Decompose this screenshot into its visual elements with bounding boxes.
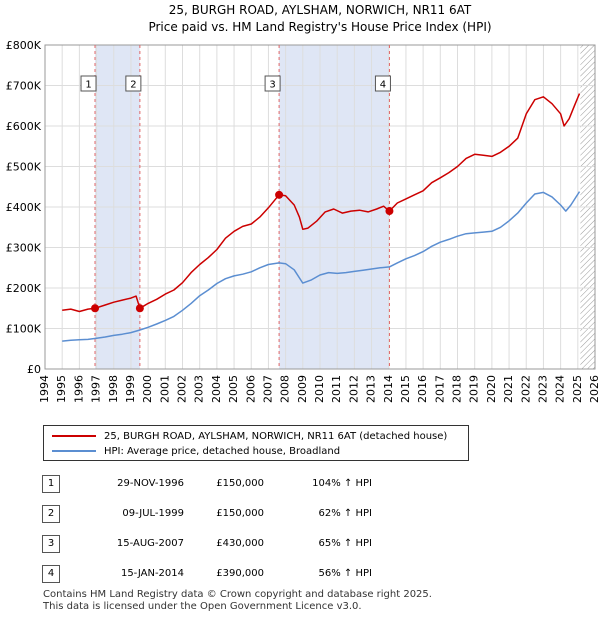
x-tick-label: 2019 <box>468 375 481 403</box>
sale-point <box>135 304 144 313</box>
sale-marker-label: 3 <box>269 80 275 91</box>
sale-hpi-change: 65% ↑ HPI <box>318 538 372 549</box>
chart-subtitle: Price paid vs. HM Land Registry's House … <box>148 20 491 34</box>
x-tick-label: 2018 <box>451 375 464 403</box>
sale-price: £150,000 <box>216 508 264 519</box>
x-tick-label: 2001 <box>158 375 171 403</box>
x-tick-label: 1995 <box>55 375 68 403</box>
sale-row: 2 09-JUL-1999 £150,000 62% ↑ HPI <box>0 505 600 525</box>
sale-hpi-change: 104% ↑ HPI <box>312 478 372 489</box>
y-tick-label: £0 <box>27 363 41 376</box>
sale-marker-box <box>125 75 142 92</box>
x-tick-label: 2007 <box>261 375 274 403</box>
x-tick-label: 1997 <box>90 375 103 403</box>
legend-swatch-hpi <box>52 450 96 452</box>
x-tick-label: 2009 <box>296 375 309 403</box>
sale-marker-box <box>80 75 97 92</box>
x-tick-label: 2025 <box>571 375 584 403</box>
x-tick-label: 2005 <box>227 375 240 403</box>
price-chart: 25, BURGH ROAD, AYLSHAM, NORWICH, NR11 6… <box>6 3 600 403</box>
sale-number-badge: 1 <box>42 475 60 493</box>
x-tick-label: 2017 <box>433 375 446 403</box>
y-tick-label: £100K <box>6 323 42 336</box>
sale-hpi-change: 56% ↑ HPI <box>318 568 372 579</box>
sale-point <box>275 190 284 199</box>
x-tick-label: 2022 <box>519 375 532 403</box>
x-tick-label: 2014 <box>382 375 395 403</box>
sale-number-badge: 3 <box>42 535 60 553</box>
x-tick-label: 2021 <box>502 375 515 403</box>
sale-point <box>385 207 394 216</box>
x-tick-label: 1996 <box>72 375 85 403</box>
series-line <box>62 93 581 313</box>
x-tick-label: 1998 <box>107 375 120 403</box>
x-tick-label: 1999 <box>124 375 137 403</box>
x-tick-label: 2016 <box>416 375 429 403</box>
sale-hpi-change: 62% ↑ HPI <box>318 508 372 519</box>
footer-line-1: Contains HM Land Registry data © Crown c… <box>43 589 432 600</box>
chart-title: 25, BURGH ROAD, AYLSHAM, NORWICH, NR11 6… <box>169 3 472 17</box>
x-tick-label: 1994 <box>38 375 51 403</box>
sale-date: 09-JUL-1999 <box>122 508 184 519</box>
sale-marker-label: 1 <box>85 80 91 91</box>
x-tick-label: 2023 <box>536 375 549 403</box>
sale-number-badge: 4 <box>42 565 60 583</box>
plot-border <box>44 44 596 370</box>
x-tick-label: 2013 <box>365 375 378 403</box>
x-tick-label: 2004 <box>210 375 223 403</box>
sale-price: £150,000 <box>216 478 264 489</box>
x-tick-label: 2003 <box>193 375 206 403</box>
legend-swatch-property <box>52 435 96 437</box>
sale-row: 1 29-NOV-1996 £150,000 104% ↑ HPI <box>0 475 600 495</box>
x-tick-label: 2006 <box>244 375 257 403</box>
footer-line-2: This data is licensed under the Open Gov… <box>43 601 362 612</box>
legend-label-hpi: HPI: Average price, detached house, Broa… <box>104 445 341 457</box>
y-tick-label: £400K <box>6 201 42 214</box>
sale-marker-label: 2 <box>130 80 136 91</box>
sale-row: 4 15-JAN-2014 £390,000 56% ↑ HPI <box>0 565 600 585</box>
legend-label-property: 25, BURGH ROAD, AYLSHAM, NORWICH, NR11 6… <box>104 430 448 442</box>
sale-marker-box <box>374 75 391 92</box>
x-tick-label: 2024 <box>554 375 567 403</box>
series-line <box>62 191 581 342</box>
x-tick-label: 2012 <box>347 375 360 403</box>
footer: Contains HM Land Registry data © Crown c… <box>43 589 432 613</box>
sale-number-badge: 2 <box>42 505 60 523</box>
legend-item-property: 25, BURGH ROAD, AYLSHAM, NORWICH, NR11 6… <box>52 429 447 443</box>
x-tick-label: 2000 <box>141 375 154 403</box>
sale-marker-box <box>264 75 281 92</box>
x-tick-label: 2020 <box>485 375 498 403</box>
sale-date: 15-AUG-2007 <box>116 538 184 549</box>
sale-point <box>91 304 100 313</box>
legend: 25, BURGH ROAD, AYLSHAM, NORWICH, NR11 6… <box>43 425 469 461</box>
y-tick-label: £800K <box>6 39 42 52</box>
y-tick-label: £600K <box>6 120 42 133</box>
x-tick-label: 2002 <box>176 375 189 403</box>
x-tick-label: 2026 <box>588 375 600 403</box>
x-tick-label: 2010 <box>313 375 326 403</box>
sale-price: £390,000 <box>216 568 264 579</box>
sale-price: £430,000 <box>216 538 264 549</box>
sale-date: 29-NOV-1996 <box>117 478 184 489</box>
y-tick-label: £500K <box>6 161 42 174</box>
x-tick-label: 2008 <box>279 375 292 403</box>
legend-item-hpi: HPI: Average price, detached house, Broa… <box>52 444 340 458</box>
sale-row: 3 15-AUG-2007 £430,000 65% ↑ HPI <box>0 535 600 555</box>
sale-date: 15-JAN-2014 <box>120 568 184 579</box>
y-tick-label: £300K <box>6 242 42 255</box>
x-tick-label: 2011 <box>330 375 343 403</box>
x-tick-label: 2015 <box>399 375 412 403</box>
y-tick-label: £700K <box>6 80 42 93</box>
sale-marker-label: 4 <box>380 80 386 91</box>
y-tick-label: £200K <box>6 282 42 295</box>
